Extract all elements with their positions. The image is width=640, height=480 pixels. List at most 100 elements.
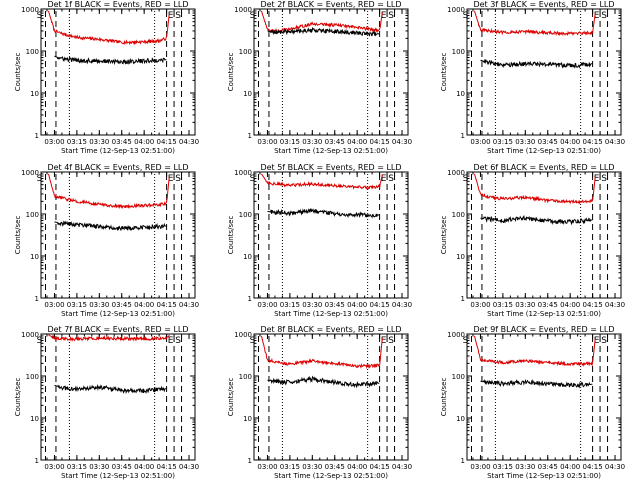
marker-label: E bbox=[381, 336, 387, 346]
marker-label: S bbox=[250, 336, 256, 346]
x-axis-label: Start Time (12-Sep-13 02:51:00) bbox=[61, 147, 175, 155]
x-tick-label: 03:15 bbox=[280, 301, 300, 309]
y-tick-label: 10 bbox=[243, 253, 252, 261]
y-tick-label: 1 bbox=[461, 132, 465, 140]
x-tick-label: 04:30 bbox=[605, 301, 625, 309]
y-tick-label: 100 bbox=[239, 48, 252, 56]
x-tick-label: 04:30 bbox=[605, 463, 625, 471]
x-axis-label: Start Time (12-Sep-13 02:51:00) bbox=[274, 147, 388, 155]
x-tick-label: 03:30 bbox=[89, 301, 109, 309]
x-tick-label: 04:15 bbox=[156, 301, 176, 309]
lld-series-line bbox=[48, 334, 170, 342]
x-tick-label: 03:00 bbox=[257, 138, 277, 146]
detector-panel: Det 5f BLACK = Events, RED = LLD 1 10 100 10… bbox=[227, 163, 412, 318]
plot-frame bbox=[40, 171, 196, 299]
events-series-line bbox=[54, 55, 167, 66]
detector-panel: Det 3f BLACK = Events, RED = LLD 1 10 100 10… bbox=[440, 0, 625, 155]
plot-frame bbox=[253, 171, 409, 299]
lld-series-line bbox=[474, 173, 596, 205]
marker-label: S bbox=[463, 11, 469, 21]
x-tick-label: 03:15 bbox=[67, 463, 87, 471]
x-tick-label: 03:30 bbox=[515, 301, 535, 309]
y-tick-label: 10 bbox=[243, 415, 252, 423]
events-series-line bbox=[267, 208, 380, 219]
plot-frame bbox=[466, 8, 622, 136]
x-tick-label: 04:00 bbox=[560, 463, 580, 471]
x-tick-label: 03:15 bbox=[67, 301, 87, 309]
marker-label: S bbox=[601, 174, 607, 184]
panel-title: Det 2f BLACK = Events, RED = LLD bbox=[260, 0, 401, 9]
x-tick-label: 03:30 bbox=[89, 463, 109, 471]
lld-series-line bbox=[48, 173, 170, 210]
events-series-line bbox=[480, 378, 593, 389]
x-tick-label: 04:15 bbox=[369, 301, 389, 309]
marker-label: S bbox=[388, 336, 394, 346]
y-tick-label: 100 bbox=[452, 211, 465, 219]
x-tick-label: 04:00 bbox=[347, 463, 367, 471]
y-tick-label: 100 bbox=[26, 211, 39, 219]
events-series-line bbox=[480, 58, 593, 69]
x-tick-label: 03:45 bbox=[538, 301, 558, 309]
y-tick-label: 1 bbox=[35, 132, 39, 140]
x-tick-label: 04:30 bbox=[392, 301, 412, 309]
y-tick-label: 100 bbox=[239, 211, 252, 219]
x-tick-label: 03:00 bbox=[470, 138, 490, 146]
y-tick-label: 1000 bbox=[21, 331, 39, 339]
y-tick-label: 10 bbox=[456, 415, 465, 423]
events-series-line bbox=[267, 375, 380, 389]
y-tick-label: 1000 bbox=[447, 169, 465, 177]
x-tick-label: 03:00 bbox=[257, 463, 277, 471]
x-tick-label: 03:45 bbox=[112, 301, 132, 309]
x-tick-label: 03:15 bbox=[280, 138, 300, 146]
x-axis-label: Start Time (12-Sep-13 02:51:00) bbox=[487, 472, 601, 480]
y-tick-label: 1000 bbox=[234, 331, 252, 339]
x-tick-label: 04:15 bbox=[156, 463, 176, 471]
detector-panel: Det 8f BLACK = Events, RED = LLD 1 10 100 10… bbox=[227, 325, 412, 480]
y-tick-label: 100 bbox=[26, 48, 39, 56]
x-tick-label: 04:00 bbox=[347, 301, 367, 309]
marker-label: S bbox=[250, 174, 256, 184]
marker-label: S bbox=[37, 11, 43, 21]
marker-label: S bbox=[463, 336, 469, 346]
x-tick-label: 04:00 bbox=[134, 138, 154, 146]
panel-title: Det 4f BLACK = Events, RED = LLD bbox=[47, 163, 188, 172]
y-tick-label: 100 bbox=[26, 373, 39, 381]
x-tick-label: 03:45 bbox=[112, 463, 132, 471]
detector-panel: Det 7f BLACK = Events, RED = LLD 1 10 100 10… bbox=[14, 325, 199, 480]
x-tick-label: 04:00 bbox=[347, 138, 367, 146]
marker-label: S bbox=[175, 336, 181, 346]
lld-series-line bbox=[474, 335, 596, 367]
x-axis-label: Start Time (12-Sep-13 02:51:00) bbox=[487, 310, 601, 318]
detector-panel: Det 1f BLACK = Events, RED = LLD 1 10 100 10… bbox=[14, 0, 199, 155]
marker-label: E bbox=[381, 11, 387, 21]
y-tick-label: 1 bbox=[35, 295, 39, 303]
lld-series-line bbox=[261, 173, 383, 190]
x-tick-label: 03:30 bbox=[89, 138, 109, 146]
x-tick-label: 03:15 bbox=[280, 463, 300, 471]
lld-series-line bbox=[261, 335, 383, 370]
events-series-line bbox=[480, 215, 593, 226]
x-axis-label: Start Time (12-Sep-13 02:51:00) bbox=[61, 310, 175, 318]
x-tick-label: 04:30 bbox=[392, 463, 412, 471]
y-tick-label: 10 bbox=[456, 253, 465, 261]
y-axis-label: Counts/sec bbox=[440, 216, 448, 255]
x-tick-label: 04:15 bbox=[582, 138, 602, 146]
marker-label: S bbox=[601, 336, 607, 346]
panel-title: Det 9f BLACK = Events, RED = LLD bbox=[473, 325, 614, 334]
x-tick-label: 03:00 bbox=[44, 138, 64, 146]
x-tick-label: 03:45 bbox=[538, 138, 558, 146]
panel-title: Det 6f BLACK = Events, RED = LLD bbox=[473, 163, 614, 172]
marker-label: S bbox=[37, 174, 43, 184]
y-axis-label: Counts/sec bbox=[227, 378, 235, 417]
marker-label: E bbox=[594, 174, 600, 184]
y-axis-label: Counts/sec bbox=[14, 378, 22, 417]
x-tick-label: 03:30 bbox=[302, 138, 322, 146]
x-axis-label: Start Time (12-Sep-13 02:51:00) bbox=[487, 147, 601, 155]
x-tick-label: 03:15 bbox=[493, 138, 513, 146]
x-tick-label: 04:00 bbox=[134, 463, 154, 471]
y-tick-label: 100 bbox=[239, 373, 252, 381]
x-tick-label: 04:15 bbox=[582, 463, 602, 471]
x-tick-label: 03:15 bbox=[67, 138, 87, 146]
y-tick-label: 1000 bbox=[21, 6, 39, 14]
